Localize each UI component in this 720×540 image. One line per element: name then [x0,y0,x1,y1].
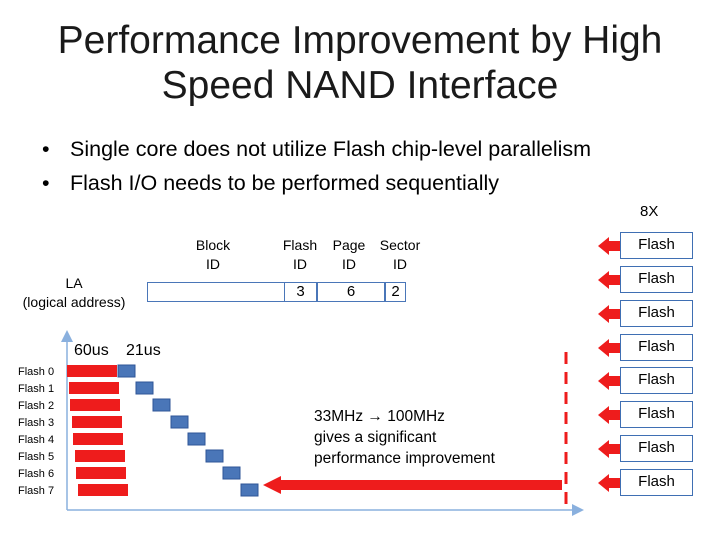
sector-id-header-line1: Sector [379,237,421,253]
page-id-header-line1: Page [332,237,366,253]
flash1-transfer-block [135,381,154,395]
flash-arrow-icon [598,440,620,458]
speedup-note: 33MHz → 100MHz gives a significant perfo… [314,406,495,469]
timing-label-60us: 60us [74,342,109,359]
flash-arrow-icon [598,372,620,390]
flash-arrow-icon [598,305,620,323]
flash-arrow-icon [598,339,620,357]
flash-chip-box: Flash [620,334,693,361]
logical-address-label: LA (logical address) [14,274,134,312]
multiplier-label: 8X [640,203,659,220]
sector-id-cell: 2 [385,282,406,302]
flash-chip-box: Flash [620,401,693,428]
row-label: Flash 3 [18,417,55,429]
note-line-2: gives a significant [314,429,437,446]
block-id-header-line1: Block [195,237,231,253]
block-id-header: Block ID [185,236,241,274]
speedup-arrow [263,476,562,494]
flash-chip-box: Flash [620,367,693,394]
block-id-header-line2: ID [206,256,220,272]
note-line-3: performance improvement [314,450,495,467]
flash7-transfer-block [240,483,259,497]
row-label: Flash 1 [18,383,55,395]
title-line-1: Performance Improvement by High [57,19,663,62]
flash1-busy-bar [69,382,119,394]
flash4-transfer-block [187,432,206,446]
flash-arrows [598,237,620,492]
flash7-busy-bar [78,484,128,496]
flash-id-header-line1: Flash [282,237,318,253]
flash4-busy-bar [73,433,123,445]
bullet-list: Single core does not utilize Flash chip-… [38,132,591,200]
flash-id-header-line2: ID [293,256,307,272]
flash0-busy-bar [67,365,117,377]
sector-id-header-line2: ID [393,256,407,272]
bullet-item: Single core does not utilize Flash chip-… [38,132,591,166]
la-label-line2: (logical address) [22,294,126,310]
row-label: Flash 7 [18,485,55,497]
title-line-2: Speed NAND Interface [161,64,559,107]
row-label: Flash 4 [18,434,55,446]
row-label: Flash 2 [18,400,55,412]
note-line-1: 33MHz → 100MHz [314,408,445,425]
flash-chip-box: Flash [620,435,693,462]
flash2-transfer-block [152,398,171,412]
flash6-transfer-block [222,466,241,480]
timing-label-21us: 21us [126,342,161,359]
flash-chip-box: Flash [620,469,693,496]
flash-arrow-icon [598,406,620,424]
flash2-busy-bar [70,399,120,411]
page-id-header: Page ID [326,236,372,274]
row-label: Flash 5 [18,451,55,463]
flash5-busy-bar [75,450,125,462]
flash3-transfer-block [170,415,189,429]
flash5-transfer-block [205,449,224,463]
row-label: Flash 6 [18,468,55,480]
flash-arrow-icon [598,237,620,255]
slide-title: Performance Improvement by High Speed NA… [0,18,720,108]
flash6-busy-bar [76,467,126,479]
flash-chip-box: Flash [620,232,693,259]
flash-arrow-icon [598,474,620,492]
page-id-header-line2: ID [342,256,356,272]
flash0-transfer-block [117,364,136,378]
bullet-item: Flash I/O needs to be performed sequenti… [38,166,591,200]
row-label: Flash 0 [18,366,55,378]
flash-chip-box: Flash [620,266,693,293]
flash-arrow-icon [598,271,620,289]
page-id-cell: 6 [317,282,385,302]
flash-chip-box: Flash [620,300,693,327]
sector-id-header: Sector ID [374,236,426,274]
flash-id-cell: 3 [284,282,317,302]
la-label-line1: LA [65,275,83,291]
flash3-busy-bar [72,416,122,428]
flash-id-header: Flash ID [276,236,324,274]
